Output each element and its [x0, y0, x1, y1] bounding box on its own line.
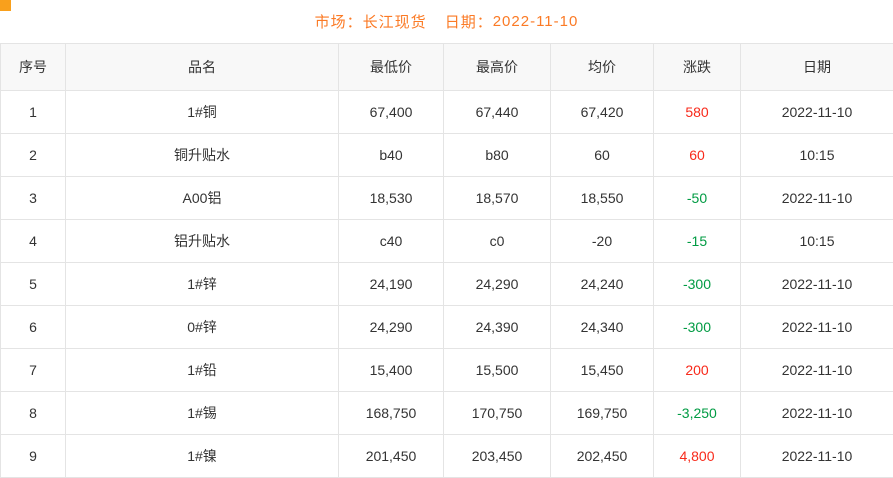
- cell-high: c0: [443, 219, 551, 263]
- cell-change: -50: [653, 176, 741, 220]
- cell-avg: 67,420: [550, 90, 654, 134]
- cell-seq: 9: [0, 434, 66, 478]
- cell-name: 1#镍: [65, 434, 339, 478]
- cell-seq: 6: [0, 305, 66, 349]
- cell-name: 1#铜: [65, 90, 339, 134]
- cell-seq: 2: [0, 133, 66, 177]
- date-label: 日期：: [444, 14, 493, 31]
- header-avg: 均价: [550, 43, 654, 91]
- corner-accent-square: [0, 0, 11, 11]
- cell-date: 2022-11-10: [740, 305, 893, 349]
- cell-name: 0#锌: [65, 305, 339, 349]
- cell-date: 2022-11-10: [740, 391, 893, 435]
- cell-high: 203,450: [443, 434, 551, 478]
- table-row: 1 1#铜 67,400 67,440 67,420 580 2022-11-1…: [0, 90, 893, 134]
- cell-avg: 24,240: [550, 262, 654, 306]
- cell-seq: 5: [0, 262, 66, 306]
- cell-change: 200: [653, 348, 741, 392]
- cell-avg: 202,450: [550, 434, 654, 478]
- cell-name: 1#铅: [65, 348, 339, 392]
- cell-high: 67,440: [443, 90, 551, 134]
- cell-avg: 18,550: [550, 176, 654, 220]
- cell-change: -300: [653, 262, 741, 306]
- cell-date: 2022-11-10: [740, 434, 893, 478]
- cell-high: 170,750: [443, 391, 551, 435]
- cell-avg: -20: [550, 219, 654, 263]
- cell-name: 1#锡: [65, 391, 339, 435]
- market-value: 长江现货: [362, 14, 427, 31]
- cell-low: 18,530: [338, 176, 444, 220]
- cell-low: 24,290: [338, 305, 444, 349]
- cell-date: 2022-11-10: [740, 262, 893, 306]
- table-row: 8 1#锡 168,750 170,750 169,750 -3,250 202…: [0, 391, 893, 435]
- cell-seq: 7: [0, 348, 66, 392]
- table-header-row: 序号 品名 最低价 最高价 均价 涨跌 日期: [0, 43, 893, 91]
- cell-name: A00铝: [65, 176, 339, 220]
- cell-seq: 8: [0, 391, 66, 435]
- cell-high: 24,390: [443, 305, 551, 349]
- cell-date: 2022-11-10: [740, 348, 893, 392]
- date-value: 2022-11-10: [492, 13, 579, 30]
- cell-avg: 15,450: [550, 348, 654, 392]
- table-row: 4 铝升贴水 c40 c0 -20 -15 10:15: [0, 219, 893, 263]
- cell-name: 1#锌: [65, 262, 339, 306]
- cell-change: -3,250: [653, 391, 741, 435]
- header-high: 最高价: [443, 43, 551, 91]
- cell-date: 2022-11-10: [740, 176, 893, 220]
- market-label: 市场：: [314, 14, 363, 31]
- cell-name: 铜升贴水: [65, 133, 339, 177]
- cell-high: 15,500: [443, 348, 551, 392]
- cell-change: 580: [653, 90, 741, 134]
- header-name: 品名: [65, 43, 339, 91]
- cell-seq: 4: [0, 219, 66, 263]
- cell-low: 168,750: [338, 391, 444, 435]
- cell-date: 2022-11-10: [740, 90, 893, 134]
- table-row: 3 A00铝 18,530 18,570 18,550 -50 2022-11-…: [0, 176, 893, 220]
- cell-low: 201,450: [338, 434, 444, 478]
- table-row: 2 铜升贴水 b40 b80 60 60 10:15: [0, 133, 893, 177]
- cell-seq: 1: [0, 90, 66, 134]
- header-change: 涨跌: [653, 43, 741, 91]
- header-date: 日期: [740, 43, 893, 91]
- cell-name: 铝升贴水: [65, 219, 339, 263]
- cell-low: 24,190: [338, 262, 444, 306]
- cell-change: -15: [653, 219, 741, 263]
- header-seq: 序号: [0, 43, 66, 91]
- cell-change: -300: [653, 305, 741, 349]
- header-low: 最低价: [338, 43, 444, 91]
- cell-avg: 169,750: [550, 391, 654, 435]
- cell-low: b40: [338, 133, 444, 177]
- cell-change: 60: [653, 133, 741, 177]
- table-row: 9 1#镍 201,450 203,450 202,450 4,800 2022…: [0, 434, 893, 478]
- cell-avg: 60: [550, 133, 654, 177]
- cell-low: 67,400: [338, 90, 444, 134]
- page-title: 市场： 长江现货 日期： 2022-11-10: [0, 0, 893, 43]
- cell-date: 10:15: [740, 133, 893, 177]
- cell-high: 24,290: [443, 262, 551, 306]
- cell-change: 4,800: [653, 434, 741, 478]
- cell-low: 15,400: [338, 348, 444, 392]
- table-row: 7 1#铅 15,400 15,500 15,450 200 2022-11-1…: [0, 348, 893, 392]
- table-row: 6 0#锌 24,290 24,390 24,340 -300 2022-11-…: [0, 305, 893, 349]
- cell-date: 10:15: [740, 219, 893, 263]
- cell-high: 18,570: [443, 176, 551, 220]
- table-row: 5 1#锌 24,190 24,290 24,240 -300 2022-11-…: [0, 262, 893, 306]
- cell-low: c40: [338, 219, 444, 263]
- cell-avg: 24,340: [550, 305, 654, 349]
- price-table: 序号 品名 最低价 最高价 均价 涨跌 日期 1 1#铜 67,400 67,4…: [0, 43, 893, 478]
- cell-seq: 3: [0, 176, 66, 220]
- cell-high: b80: [443, 133, 551, 177]
